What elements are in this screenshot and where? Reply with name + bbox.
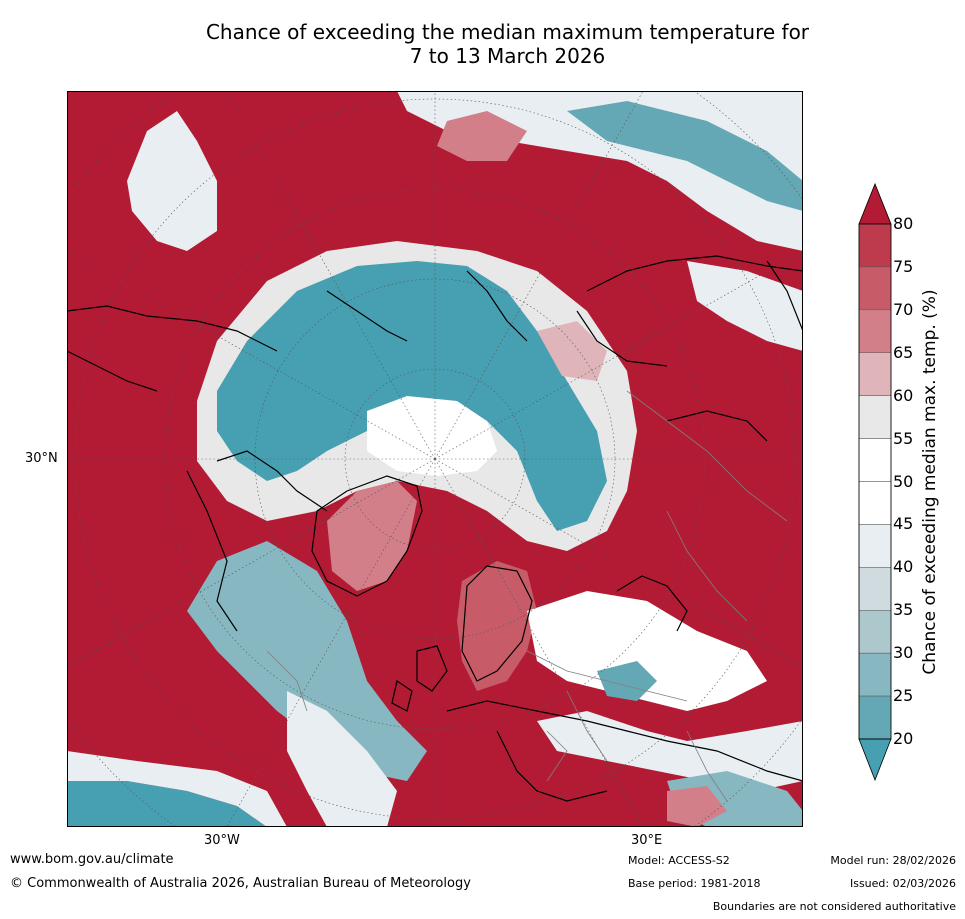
coastlines xyxy=(67,255,803,802)
colorbar-segment xyxy=(858,695,892,740)
region-top-teal xyxy=(567,101,803,211)
region-pacific-white-patch xyxy=(127,111,217,251)
colorbar-segment xyxy=(858,438,892,482)
colorbar-tick-label: 70 xyxy=(893,299,914,319)
chart-title: Chance of exceeding the median maximum t… xyxy=(0,20,965,68)
region-siberia-light xyxy=(537,321,607,381)
colorbar-tick-label: 20 xyxy=(893,729,914,748)
colorbar-segment xyxy=(858,309,892,354)
colorbar xyxy=(858,182,892,782)
colorbar-frame xyxy=(858,223,892,740)
region-atlantic-white xyxy=(287,691,397,827)
lat-label-30n: 30°N xyxy=(25,451,58,466)
colorbar-tick-label: 45 xyxy=(893,514,914,534)
footer-issued: Issued: 02/03/2026 xyxy=(849,877,956,890)
lon-label-30e: 30°E xyxy=(631,833,663,848)
colorbar-segment xyxy=(858,567,892,611)
country-borders xyxy=(266,390,788,802)
colorbar-tick-label: 65 xyxy=(893,342,914,362)
colorbar-segment xyxy=(858,266,892,311)
title-line-2: 7 to 13 March 2026 xyxy=(409,44,606,68)
colorbar-extend-top xyxy=(858,182,892,225)
region-bottom-left-teal xyxy=(67,781,267,827)
map-frame xyxy=(67,91,803,827)
colorbar-segment xyxy=(858,652,892,697)
colorbar-segment xyxy=(858,524,892,568)
region-mediterranean xyxy=(537,711,803,791)
region-scandinavia xyxy=(457,561,537,691)
region-top-right-pink xyxy=(437,111,527,161)
forecast-map xyxy=(67,91,803,827)
region-atlantic-teal xyxy=(187,541,427,781)
colorbar-segment xyxy=(858,395,892,439)
footer-disclaimer: Boundaries are not considered authoritat… xyxy=(712,900,956,913)
colorbar-tick-label: 80 xyxy=(893,214,914,233)
colorbar-tick-label: 35 xyxy=(893,600,914,620)
region-east-europe-white xyxy=(527,591,767,711)
region-arctic-teal xyxy=(217,261,607,531)
region-caspian-teal xyxy=(597,661,657,701)
region-asia-light xyxy=(687,261,803,351)
colorbar-label: Chance of exceeding median max. temp. (%… xyxy=(920,289,940,675)
lon-label-30w: 30°W xyxy=(204,833,240,848)
region-bottom-left-white xyxy=(67,751,287,827)
footer-copyright: © Commonwealth of Australia 2026, Austra… xyxy=(10,876,471,891)
colorbar-segment xyxy=(858,481,892,525)
region-greenland xyxy=(327,481,417,591)
colorbar-segment xyxy=(858,352,892,396)
colorbar-tick-label: 60 xyxy=(893,385,914,405)
colorbar-tick-label: 55 xyxy=(893,428,914,448)
colorbar-tick-label: 50 xyxy=(893,471,914,491)
colorbar-tick-label: 40 xyxy=(893,557,914,577)
footer-model-run: Model run: 28/02/2026 xyxy=(830,854,956,867)
colorbar-tick-label: 25 xyxy=(893,686,914,706)
colorbar-segment xyxy=(858,223,892,268)
colorbar-tick-label: 30 xyxy=(893,643,914,663)
title-line-1: Chance of exceeding the median maximum t… xyxy=(205,20,810,44)
colorbar-segment xyxy=(858,610,892,654)
colorbar-tick-label: 75 xyxy=(893,256,914,276)
graticule xyxy=(67,91,803,827)
region-north-pole-white xyxy=(367,396,497,476)
map-svg xyxy=(67,91,803,827)
colorbar-extend-bottom xyxy=(858,738,892,782)
footer-base-period: Base period: 1981-2018 xyxy=(628,877,761,890)
footer-website: www.bom.gov.au/climate xyxy=(10,852,174,867)
region-north-africa-pink xyxy=(667,786,727,827)
footer-model: Model: ACCESS-S2 xyxy=(628,854,730,867)
